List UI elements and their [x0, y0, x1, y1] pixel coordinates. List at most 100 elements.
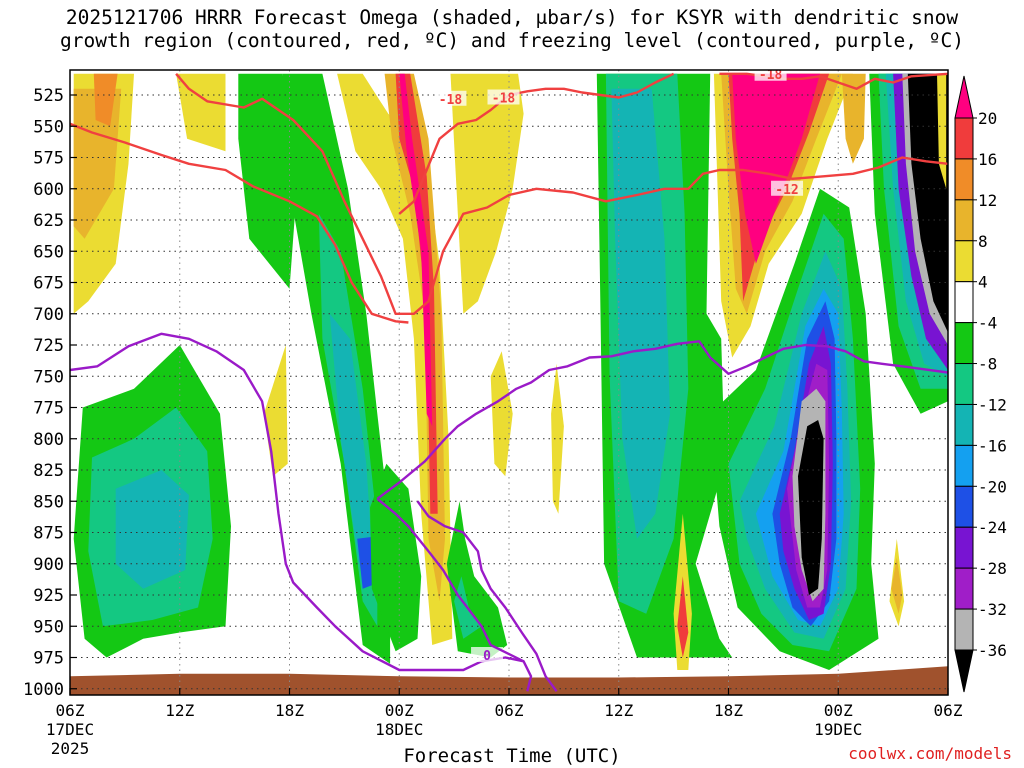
colorbar-segment-8	[954, 403, 974, 446]
colorbar-label-0: 20	[978, 109, 997, 128]
omega-region-sinking-15z-19z-low-levels	[263, 345, 288, 477]
y-tick-label-950: 950	[33, 617, 64, 637]
contour-label-dendritic-18c-upper: -18	[492, 92, 516, 107]
y-tick-label-550: 550	[33, 117, 64, 137]
contour-dendritic-18c	[175, 73, 948, 315]
omega-region-rising-04z-06z-black	[907, 73, 948, 333]
omega-region-sinking-06z-12z-18dec	[450, 73, 524, 314]
colorbar-label-5: -4	[978, 314, 997, 333]
y-tick-label-650: 650	[33, 242, 64, 262]
colorbar-label-6: -8	[978, 355, 997, 374]
omega-region-sinking-08z-18dec-small	[551, 363, 564, 514]
y-tick-label-800: 800	[33, 430, 64, 450]
omega-shading	[73, 73, 948, 671]
colorbar-label-10: -24	[978, 518, 1007, 537]
colorbar-segment-4	[954, 240, 974, 283]
y-tick-label-925: 925	[33, 586, 64, 606]
omega-region-sinking-05z-19dec-sliver	[937, 73, 947, 189]
colorbar-segment-12	[954, 567, 974, 610]
contour-dendritic-12c	[70, 122, 409, 324]
y-tick-label-825: 825	[33, 461, 64, 481]
x-tick-label-18: 00Z	[385, 701, 414, 720]
omega-region-sinking-00z-19dec-upper	[841, 73, 866, 164]
omega-region-sinking-07z-09z-peak	[93, 73, 118, 127]
chart-title: 2025121706 HRRR Forecast Omega (shaded, …	[60, 6, 964, 52]
colorbar-label-12: -32	[978, 600, 1007, 619]
omega-region-rising-04z-06z-18dec	[446, 501, 508, 658]
y-tick-label-850: 850	[33, 492, 64, 512]
omega-region-sinking-12z-17dec-band	[176, 73, 226, 152]
x-tick-label-24: 06Z	[495, 701, 524, 720]
y-tick-label-900: 900	[33, 555, 64, 575]
y-tick-label-625: 625	[33, 211, 64, 231]
contour-dendritic-18c-upper	[398, 72, 675, 215]
y-tick-label-725: 725	[33, 336, 64, 356]
colorbar-label-7: -12	[978, 395, 1007, 414]
contour-freezing-level-low	[416, 500, 558, 693]
omega-region-sinking-02z-03z-max	[395, 73, 438, 514]
x-tick-date-0: 17DEC	[46, 720, 94, 739]
colorbar-segment-1	[954, 117, 974, 160]
omega-region-rising-06z-12z-core	[115, 470, 189, 589]
colorbar-segment-6	[954, 322, 974, 365]
y-tick-label-575: 575	[33, 149, 64, 169]
x-tick-date-42: 19DEC	[814, 720, 862, 739]
contour-label-bg-dendritic-12c	[771, 180, 804, 196]
y-tick-label-975: 975	[33, 649, 64, 669]
omega-region-sinking-03z-peak	[399, 73, 433, 427]
colorbar-label-11: -28	[978, 559, 1007, 578]
colorbar-label-1: 16	[978, 150, 997, 169]
y-tick-label-1000: 1000	[23, 680, 64, 700]
x-axis-label: Forecast Time (UTC)	[403, 745, 621, 767]
omega-region-rising-02z-05z-lower	[370, 463, 422, 652]
contour-freezing-level-0c-east	[376, 497, 525, 663]
colorbar-segment-9	[954, 444, 974, 487]
omega-region-rising-15z-17z-17dec	[238, 73, 297, 289]
omega-region-sinking-06z-18dec-small	[490, 351, 513, 477]
colorbar-label-4: 4	[978, 273, 988, 292]
colorbar-label-3: 8	[978, 232, 988, 251]
colorbar-segment-2	[954, 158, 974, 201]
x-tick-date-18: 18DEC	[375, 720, 423, 739]
colorbar-segment-3	[954, 199, 974, 242]
axes: 525 550 575 600 625 650 675 700 725 750 775 800 825 8…	[23, 86, 963, 758]
omega-region-rising-23z-01z-black	[798, 420, 824, 595]
omega-region-rising-13z-16z-core	[611, 88, 670, 539]
contour-label-freezing-level-0c: 0	[483, 649, 491, 664]
colorbar-segment-11	[954, 526, 974, 569]
colorbar-bottom-arrow	[954, 649, 974, 693]
colorbar-label-2: 12	[978, 191, 997, 210]
contour-freezing-level-rising	[376, 340, 948, 500]
x-tick-year-0: 2025	[51, 739, 90, 758]
colorbar-segment-10	[954, 485, 974, 528]
x-tick-label-6: 12Z	[165, 701, 194, 720]
omega-region-sinking-03z-19dec-low	[891, 557, 903, 614]
contour-label-bg-freezing-level-0c	[471, 647, 504, 662]
y-tick-label-700: 700	[33, 305, 64, 325]
contour-label-bg-dendritic-18c-upper	[487, 89, 520, 105]
x-tick-label-12: 18Z	[275, 701, 304, 720]
colorbar-label-9: -20	[978, 477, 1007, 496]
colorbar-label-13: -36	[978, 641, 1007, 660]
y-tick-label-525: 525	[33, 86, 64, 106]
contour-label-dendritic-18c: -18	[439, 93, 463, 108]
colorbar-segment-13	[954, 608, 974, 651]
colorbar-label-8: -16	[978, 436, 1007, 455]
omega-region-rising-20z-22z-core	[329, 313, 374, 577]
colorbar-segment-5	[954, 281, 974, 324]
y-tick-label-875: 875	[33, 524, 64, 544]
x-tick-label-30: 12Z	[604, 701, 633, 720]
contour-label-bg-dendritic-18c-high	[754, 70, 787, 81]
y-tick-label-750: 750	[33, 367, 64, 387]
contour-label-bg-dendritic-18c	[434, 90, 467, 106]
colorbar-top-arrow	[954, 75, 974, 119]
y-tick-label-675: 675	[33, 274, 64, 294]
x-tick-label-42: 00Z	[824, 701, 853, 720]
x-tick-label-48: 06Z	[934, 701, 963, 720]
omega-region-sinking-15z-17z-low-core	[677, 576, 689, 658]
y-tick-label-600: 600	[33, 180, 64, 200]
contour-label-dendritic-18c-high: -18	[759, 68, 783, 83]
colorbar-segment-7	[954, 363, 974, 405]
colorbar: 20 16 12 8 4 -4 -8 -12 -16 -20 -24 -28 -32 -36	[954, 75, 1007, 693]
